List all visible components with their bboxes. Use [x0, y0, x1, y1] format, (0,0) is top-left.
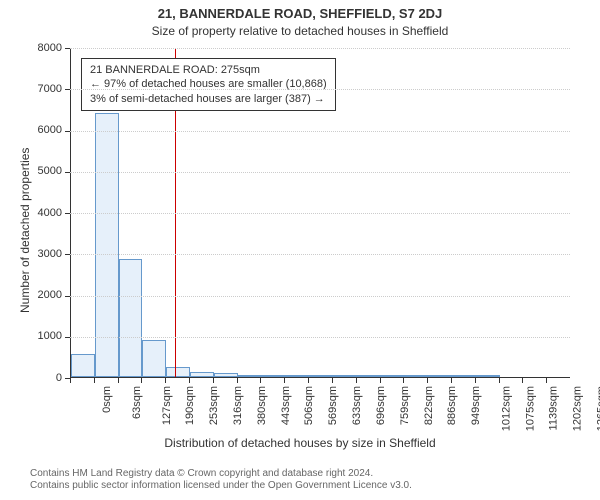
x-tick-label: 253sqm: [208, 386, 220, 425]
x-tick: [141, 378, 142, 383]
y-tick-label: 6000: [22, 124, 62, 136]
x-tick-label: 759sqm: [399, 386, 411, 425]
y-gridline: [70, 89, 570, 90]
x-tick-label: 569sqm: [327, 386, 339, 425]
x-tick: [427, 378, 428, 383]
x-tick: [213, 378, 214, 383]
x-tick: [475, 378, 476, 383]
x-tick: [308, 378, 309, 383]
histogram-bar: [428, 375, 452, 377]
histogram-bar: [71, 354, 95, 377]
x-tick-label: 0sqm: [101, 386, 113, 413]
x-tick-label: 506sqm: [304, 386, 316, 425]
histogram-bar: [404, 375, 428, 377]
y-gridline: [70, 172, 570, 173]
histogram-bar: [238, 375, 262, 377]
histogram-bar: [261, 375, 285, 377]
y-gridline: [70, 254, 570, 255]
y-gridline: [70, 296, 570, 297]
x-tick-label: 443sqm: [280, 386, 292, 425]
histogram-bar: [476, 375, 500, 377]
x-tick: [451, 378, 452, 383]
y-tick-label: 2000: [22, 289, 62, 301]
x-tick-label: 633sqm: [351, 386, 363, 425]
x-tick-label: 1202sqm: [572, 386, 584, 431]
histogram-bar: [285, 375, 309, 377]
x-tick-label: 63sqm: [131, 386, 143, 419]
chart-container: 21, BANNERDALE ROAD, SHEFFIELD, S7 2DJ S…: [0, 0, 600, 500]
x-tick-label: 886sqm: [446, 386, 458, 425]
x-tick-label: 380sqm: [256, 386, 268, 425]
y-tick-label: 3000: [22, 248, 62, 260]
x-tick: [332, 378, 333, 383]
y-tick-label: 1000: [22, 330, 62, 342]
x-tick: [522, 378, 523, 383]
histogram-bar: [452, 375, 476, 377]
x-tick: [284, 378, 285, 383]
histogram-bar: [214, 373, 238, 377]
histogram-bar: [142, 340, 166, 377]
histogram-bar: [309, 375, 333, 377]
y-tick-label: 5000: [22, 165, 62, 177]
y-gridline: [70, 337, 570, 338]
x-tick: [118, 378, 119, 383]
x-tick-label: 1265sqm: [595, 386, 600, 431]
x-tick: [546, 378, 547, 383]
histogram-bar: [119, 259, 143, 377]
x-tick: [189, 378, 190, 383]
y-gridline: [70, 213, 570, 214]
license-text: Contains HM Land Registry data © Crown c…: [0, 468, 600, 492]
x-tick: [237, 378, 238, 383]
x-tick-label: 949sqm: [470, 386, 482, 425]
x-tick-label: 190sqm: [185, 386, 197, 425]
x-tick-label: 127sqm: [161, 386, 173, 425]
x-tick: [94, 378, 95, 383]
x-tick-label: 1075sqm: [524, 386, 536, 431]
annotation-line: 3% of semi-detached houses are larger (3…: [90, 92, 327, 106]
x-tick: [380, 378, 381, 383]
x-tick-label: 1012sqm: [500, 386, 512, 431]
histogram-bar: [381, 375, 405, 377]
histogram-bar: [166, 367, 190, 377]
chart-subtitle: Size of property relative to detached ho…: [0, 24, 600, 38]
chart-title: 21, BANNERDALE ROAD, SHEFFIELD, S7 2DJ: [0, 6, 600, 21]
license-line2: Contains public sector information licen…: [30, 480, 412, 491]
x-tick: [499, 378, 500, 383]
y-tick-label: 4000: [22, 207, 62, 219]
y-tick-label: 0: [22, 372, 62, 384]
license-line1: Contains HM Land Registry data © Crown c…: [30, 468, 373, 479]
x-tick: [356, 378, 357, 383]
x-axis-label: Distribution of detached houses by size …: [0, 436, 600, 450]
histogram-bar: [357, 375, 381, 377]
x-tick: [70, 378, 71, 383]
x-tick-label: 696sqm: [375, 386, 387, 425]
y-gridline: [70, 48, 570, 49]
y-tick-label: 7000: [22, 83, 62, 95]
histogram-bar: [333, 375, 357, 377]
annotation-box: 21 BANNERDALE ROAD: 275sqm← 97% of detac…: [81, 58, 336, 111]
x-tick: [403, 378, 404, 383]
x-tick-label: 822sqm: [423, 386, 435, 425]
annotation-line: 21 BANNERDALE ROAD: 275sqm: [90, 63, 327, 77]
y-tick-label: 8000: [22, 42, 62, 54]
x-tick: [165, 378, 166, 383]
y-gridline: [70, 131, 570, 132]
x-tick: [260, 378, 261, 383]
x-tick-label: 1139sqm: [547, 386, 559, 430]
x-tick-label: 316sqm: [232, 386, 244, 425]
histogram-bar: [190, 372, 214, 377]
